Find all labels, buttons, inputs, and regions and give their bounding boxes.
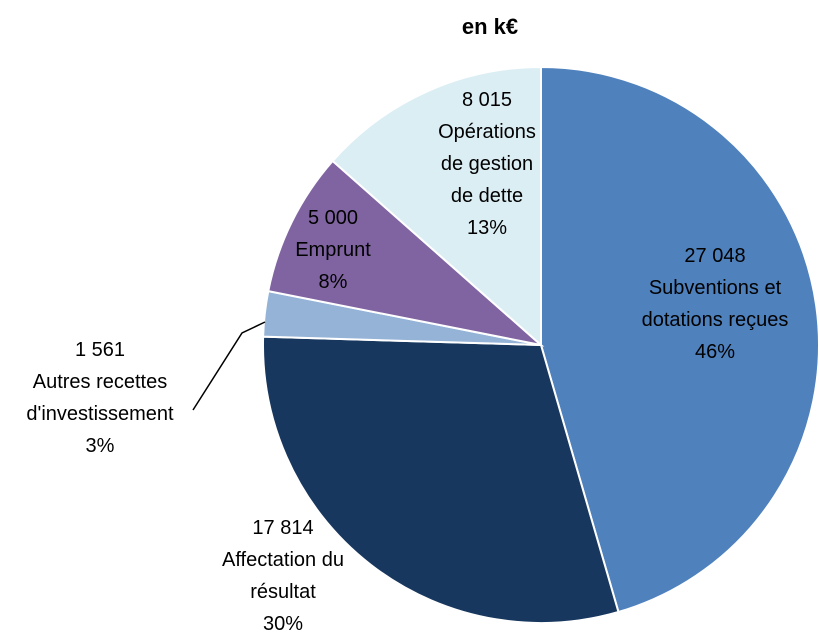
- category-label: Emprunt: [295, 239, 371, 261]
- category-label: Autres recettes d'investissement: [26, 371, 174, 425]
- value-label: 8 015: [461, 89, 513, 111]
- pie-slice: [267, 159, 545, 347]
- value-label: 17 814: [252, 517, 314, 539]
- chart-title: en k€: [461, 14, 519, 39]
- data-label: 8 015 Opérations de gestion de dette 13%: [427, 84, 547, 244]
- value-label: 1 561: [74, 339, 126, 361]
- value-label: 27 048: [684, 245, 746, 267]
- percent-label: 46%: [694, 341, 736, 363]
- data-label: 17 814 Affectation du résultat 30%: [203, 512, 363, 636]
- percent-label: 8%: [318, 271, 348, 293]
- category-label: Opérations de gestion de dette: [438, 121, 536, 207]
- data-label: 5 000 Emprunt 8%: [273, 202, 393, 298]
- category-label: Affectation du résultat: [222, 549, 344, 603]
- pie-slice: [540, 65, 819, 614]
- pie-slice: [262, 335, 620, 624]
- percent-label: 13%: [466, 217, 508, 239]
- pie-slice: [331, 65, 542, 348]
- data-label: 1 561 Autres recettes d'investissement 3%: [5, 334, 195, 462]
- category-label: Subventions et dotations reçues: [641, 277, 789, 331]
- percent-label: 30%: [262, 613, 304, 635]
- leader-line: [192, 321, 266, 411]
- data-label: 27 048 Subventions et dotations reçues 46%: [625, 240, 805, 368]
- percent-label: 3%: [85, 435, 115, 457]
- value-label: 5 000: [307, 207, 359, 229]
